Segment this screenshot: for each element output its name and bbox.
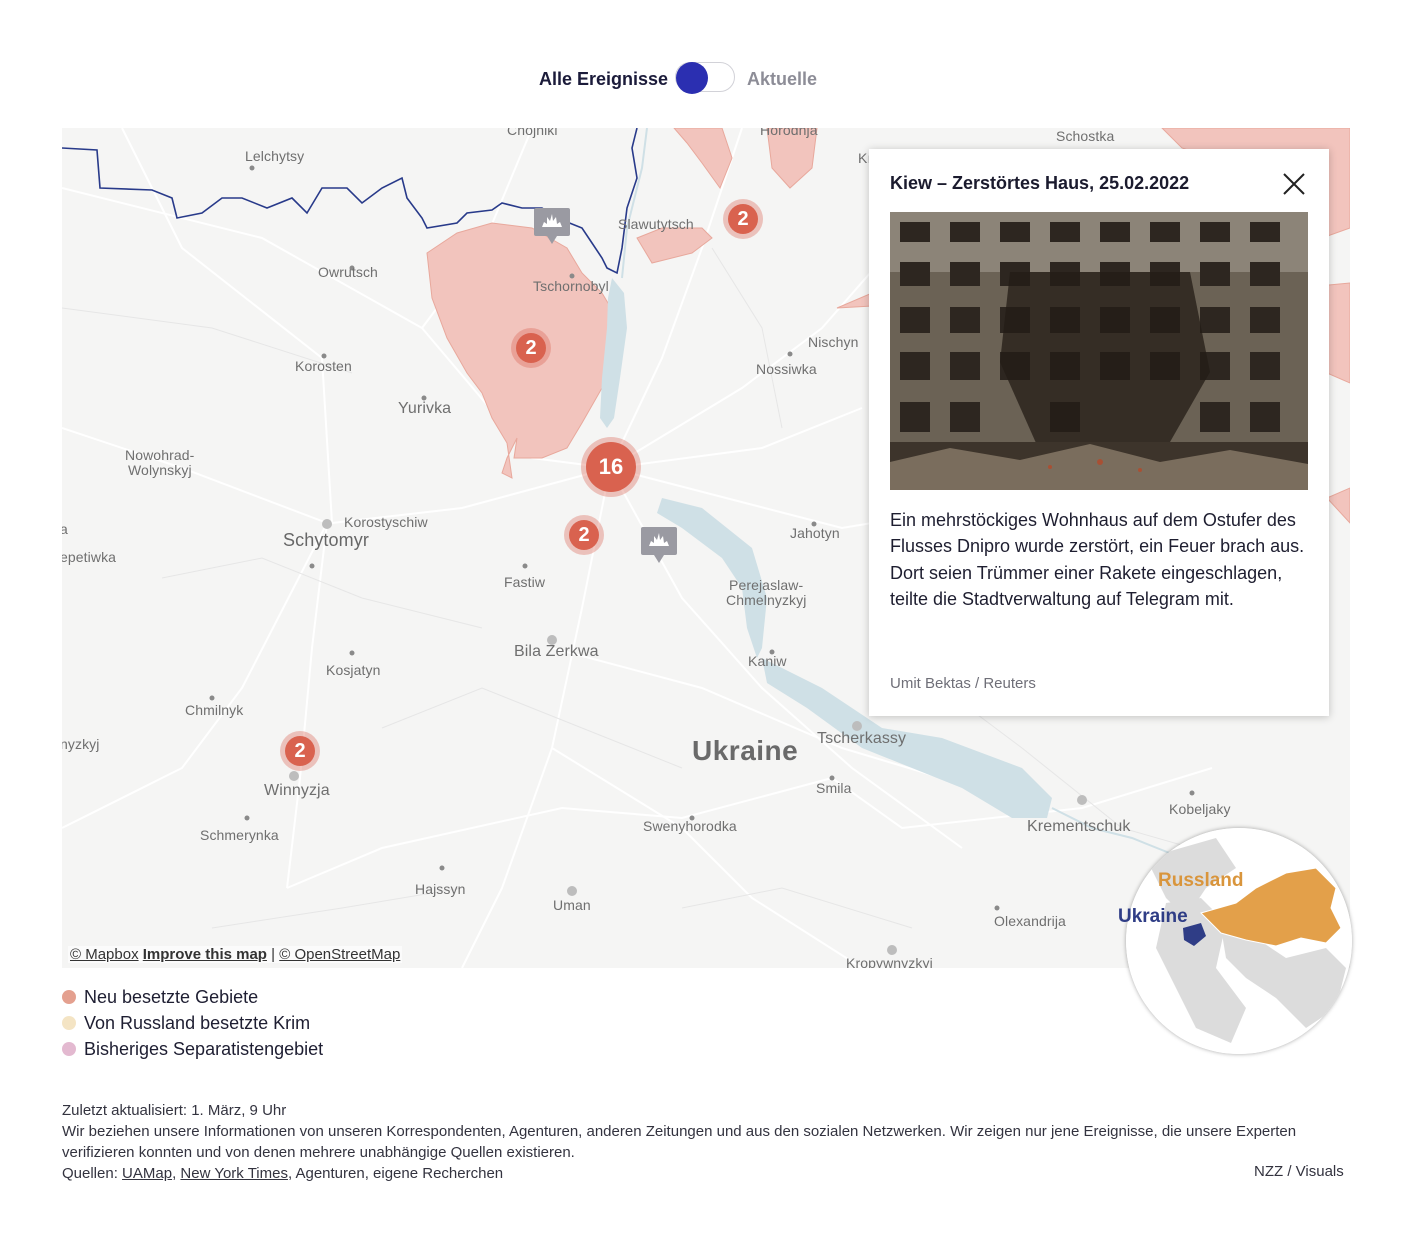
place-label: Nischyn <box>808 334 859 350</box>
attribution-separator: | <box>271 946 276 963</box>
last-updated: Zuletzt aktualisiert: 1. März, 9 Uhr <box>62 1102 287 1119</box>
map-legend: Neu besetzte Gebiete Von Russland besetz… <box>62 986 323 1064</box>
legend-label: Von Russland besetzte Krim <box>84 1013 311 1033</box>
place-label: Swenyhorodka <box>643 818 737 834</box>
place-label: Kobeljaky <box>1169 801 1231 817</box>
place-label: Wolynskyj <box>128 462 192 478</box>
place-label: Nossiwka <box>756 361 817 377</box>
place-label: epetiwka <box>62 549 117 565</box>
place-label: Chmelnyzkyj <box>726 592 807 608</box>
city-dots <box>209 165 1195 955</box>
comma: , <box>172 1165 177 1182</box>
locator-globe <box>1126 828 1352 1054</box>
event-toggle-switch[interactable] <box>675 62 735 94</box>
event-pin-explosion-icon[interactable] <box>641 527 677 563</box>
event-cluster-marker[interactable]: 2 <box>516 333 546 363</box>
place-label: Tscherkassy <box>817 730 907 747</box>
place-label: Schostka <box>1056 128 1115 144</box>
place-label: Nowohrad- <box>125 447 195 463</box>
brand-credit: NZZ / Visuals <box>1254 1163 1344 1180</box>
place-label: Chojniki <box>507 128 558 138</box>
legend-item-separatist: Bisheriges Separatistengebiet <box>62 1038 323 1064</box>
place-label: Olexandrija <box>994 913 1066 929</box>
toggle-knob <box>676 62 708 94</box>
place-label: Kropywnyzkyj <box>846 955 933 968</box>
legend-dot <box>62 1042 76 1056</box>
openstreetmap-link[interactable]: © OpenStreetMap <box>279 946 401 963</box>
place-label: Horodnja <box>760 128 818 138</box>
dnipro-river <box>600 278 1052 818</box>
minor-roads <box>62 247 1263 929</box>
event-pin-explosion-icon[interactable] <box>534 208 570 244</box>
legend-item-new-occupied: Neu besetzte Gebiete <box>62 986 323 1012</box>
source-link-uamap[interactable]: UAMap <box>122 1165 173 1182</box>
place-label: Kaniw <box>748 653 787 669</box>
improve-map-link[interactable]: Improve this map <box>143 946 267 963</box>
place-label: Lelchytsy <box>245 148 305 164</box>
place-label: Kı <box>858 150 872 166</box>
place-label: Schytomyr <box>283 530 369 550</box>
mapbox-link[interactable]: © Mapbox <box>70 946 139 963</box>
place-label: Yurivka <box>398 400 452 417</box>
popup-photo-destroyed-building <box>890 212 1308 490</box>
place-label: Korostyschiw <box>344 514 428 530</box>
place-label: Smila <box>816 780 852 796</box>
place-label: Perejaslaw- <box>729 577 804 593</box>
sources-prefix: Quellen: <box>62 1165 118 1182</box>
sources-suffix: , Agenturen, eigene Recherchen <box>287 1165 504 1182</box>
place-label: Uman <box>553 897 591 913</box>
toggle-label-current[interactable]: Aktuelle <box>747 69 818 89</box>
event-cluster-marker[interactable]: 2 <box>285 736 315 766</box>
sources-line: Quellen: UAMap, New York Times, Agenture… <box>62 1163 1350 1184</box>
legend-label: Bisheriges Separatistengebiet <box>84 1039 324 1059</box>
event-cluster-marker[interactable]: 16 <box>586 442 636 492</box>
place-label: nyzkyj <box>62 736 100 752</box>
toggle-label-all-events[interactable]: Alle Ereignisse <box>539 69 669 89</box>
place-label: Slawutytsch <box>618 216 694 232</box>
place-label: Schmerynka <box>200 827 279 843</box>
legend-dot <box>62 990 76 1004</box>
close-icon[interactable] <box>1281 171 1307 197</box>
place-label: a <box>62 521 68 537</box>
popup-description: Ein mehrstöckiges Wohnhaus auf dem Ostuf… <box>890 510 1305 610</box>
footer-notes: Zuletzt aktualisiert: 1. März, 9 Uhr Wir… <box>62 1100 1350 1184</box>
globe-label-russia: Russland <box>1158 870 1244 891</box>
place-label: Kosjatyn <box>326 662 381 678</box>
improve-map-label: Improve this map <box>142 946 267 963</box>
methodology-note: Wir beziehen unsere Informationen von un… <box>62 1123 1297 1161</box>
popup-photo-credit: Umit Bektas / Reuters <box>890 675 1036 692</box>
source-link-nyt[interactable]: New York Times <box>180 1165 288 1182</box>
place-label: Owrutsch <box>318 264 378 280</box>
legend-dot <box>62 1016 76 1030</box>
place-label: Tschornobyl <box>533 278 609 294</box>
place-label: Winnyzja <box>264 782 330 799</box>
event-cluster-marker[interactable]: 2 <box>728 204 758 234</box>
event-cluster-marker[interactable]: 2 <box>569 520 599 550</box>
place-label: Chmilnyk <box>185 702 244 718</box>
place-label: Korosten <box>295 358 352 374</box>
event-toggle-row: Alle Ereignisse Aktuelle <box>0 58 1420 102</box>
country-label-ukraine: Ukraine <box>692 735 799 766</box>
place-label: Bila Zerkwa <box>514 643 599 660</box>
place-label: Fastiw <box>504 574 546 590</box>
event-popup: Kiew – Zerstörtes Haus, 25.02.2022 <box>869 149 1329 716</box>
map-attribution: © Mapbox Improve this map | © OpenStreet… <box>68 946 403 963</box>
popup-title: Kiew – Zerstörtes Haus, 25.02.2022 <box>890 173 1190 193</box>
place-label: Jahotyn <box>790 525 840 541</box>
place-label: Hajssyn <box>415 881 466 897</box>
legend-item-crimea: Von Russland besetzte Krim <box>62 1012 323 1038</box>
place-label: Krementschuk <box>1027 818 1131 835</box>
legend-label: Neu besetzte Gebiete <box>84 987 259 1007</box>
ukraine-belarus-border <box>62 128 638 275</box>
river-lines <box>621 128 1183 859</box>
globe-label-ukraine: Ukraine <box>1118 906 1188 927</box>
